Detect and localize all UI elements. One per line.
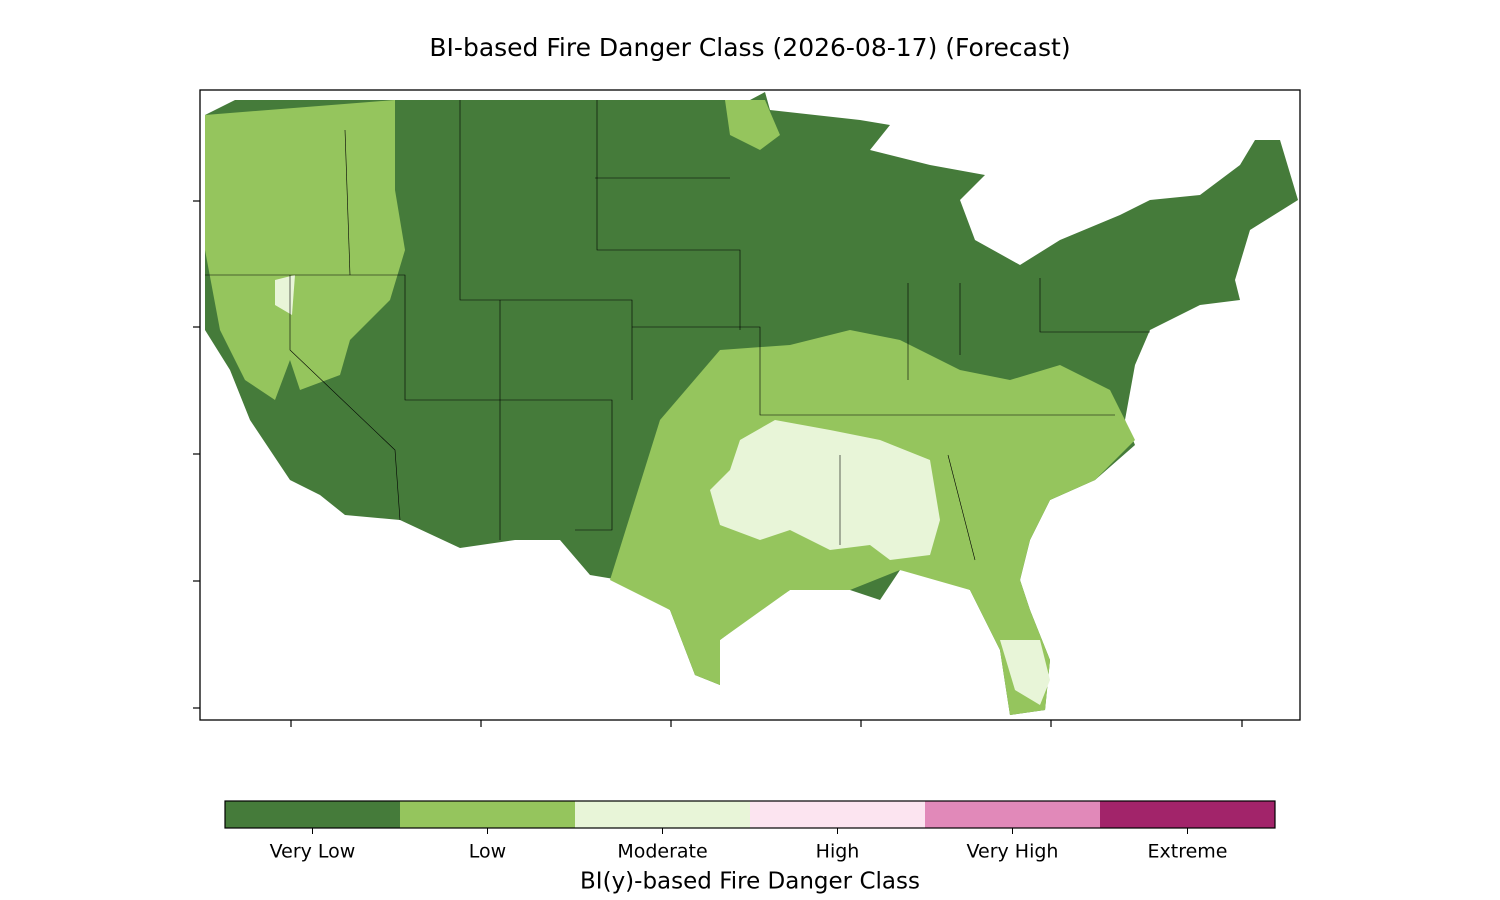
low-region — [205, 100, 405, 400]
colorbar-class-label: Extreme — [1148, 841, 1228, 863]
colorbar-class-label: Very High — [967, 841, 1059, 863]
colorbar-segment — [925, 801, 1100, 828]
colorbar: Very Low Low Moderate High Very High Extreme — [224, 800, 1276, 863]
map-frame — [199, 89, 1301, 721]
low-region — [725, 100, 780, 150]
colorbar-label: BI(y)-based Fire Danger Class — [580, 869, 920, 895]
colorbar-segment — [575, 801, 750, 828]
colorbar-class-label: Low — [469, 841, 506, 863]
colorbar-class-label: High — [816, 841, 860, 863]
map — [205, 92, 1298, 715]
moderate-region — [1000, 640, 1050, 705]
colorbar-segment — [400, 801, 575, 828]
colorbar-class-label: Moderate — [617, 841, 707, 863]
state-lines — [205, 100, 1150, 561]
colorbar-frame — [224, 800, 1276, 829]
colorbar-segment — [1100, 801, 1275, 828]
map-title: BI-based Fire Danger Class (2026-08-17) … — [429, 33, 1070, 62]
colorbar-class-label: Very Low — [270, 841, 356, 863]
frame-ticks — [193, 200, 1243, 727]
colorbar-segment — [750, 801, 925, 828]
colorbar-segment — [225, 801, 400, 828]
moderate-region — [710, 420, 940, 560]
